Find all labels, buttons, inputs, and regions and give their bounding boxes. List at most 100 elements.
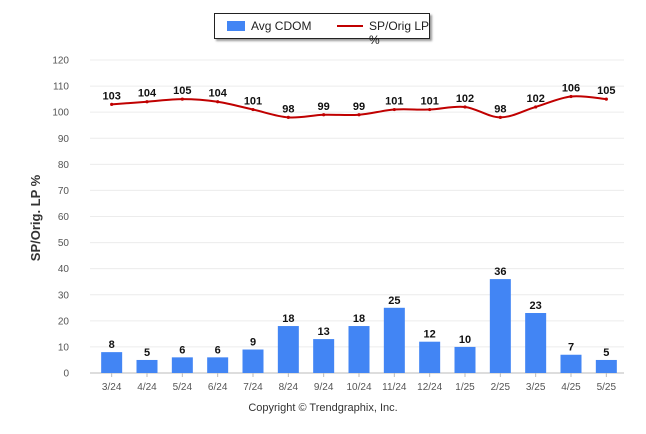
y-axis-title: SP/Orig. LP %: [28, 174, 43, 261]
bar-3/24: [101, 352, 123, 373]
x-tick-label: 5/25: [597, 382, 617, 393]
bar-data-labels: 8 5 6 6 9 18 13 18 25 12 10 36 23 7 5: [109, 266, 610, 359]
bar-value-label: 6: [215, 344, 221, 356]
line-point: [604, 97, 608, 101]
legend-item-sp-orig-lp: SP/Orig LP %: [369, 19, 429, 47]
line-point: [286, 115, 290, 119]
bar-10/24: [348, 326, 370, 373]
line-value-label: 101: [420, 96, 438, 108]
line-value-label: 99: [318, 101, 330, 113]
x-tick-label: 5/24: [173, 382, 193, 393]
bar-value-label: 8: [109, 339, 115, 351]
bar-series: [101, 279, 617, 373]
y-tick-label: 90: [58, 134, 70, 145]
line-value-label: 105: [173, 85, 191, 97]
line-value-label: 104: [208, 88, 227, 100]
x-tick-label: 4/25: [561, 382, 581, 393]
line-point: [534, 105, 538, 109]
line-value-label: 98: [282, 103, 294, 115]
x-tick-label: 10/24: [346, 382, 371, 393]
bar-value-label: 18: [353, 313, 365, 325]
x-tick-label: 1/25: [455, 382, 475, 393]
line-value-label: 101: [244, 96, 262, 108]
x-axis-ticks: 3/24 4/24 5/24 6/24 7/24 8/24 9/24 10/24 11/24 12…: [102, 373, 617, 393]
x-tick-label: 3/24: [102, 382, 122, 393]
line-point: [251, 107, 255, 112]
y-tick-label: 40: [58, 264, 70, 275]
y-tick-label: 70: [58, 186, 70, 197]
y-tick-label: 100: [52, 108, 69, 119]
y-tick-label: 0: [63, 369, 69, 380]
bar-1/25: [454, 346, 476, 373]
legend-line-swatch: [337, 25, 363, 27]
line-data-labels: 103 104 105 104 101 98 99 99 101 101 102 98 102 106 10…: [102, 83, 615, 116]
line-point: [357, 113, 361, 117]
legend-bar-swatch: [227, 21, 245, 31]
y-tick-label: 110: [53, 82, 69, 93]
bar-4/25: [560, 354, 582, 373]
bar-value-label: 5: [603, 347, 609, 359]
x-tick-label: 4/24: [137, 382, 157, 393]
x-tick-label: 12/24: [417, 382, 442, 393]
line-value-label: 102: [456, 93, 474, 105]
line-value-label: 99: [353, 101, 365, 113]
y-tick-label: 50: [58, 238, 70, 249]
y-tick-label: 80: [58, 160, 70, 171]
x-tick-label: 2/25: [491, 382, 511, 393]
grid-lines: [90, 59, 624, 374]
line-point: [322, 113, 326, 117]
bar-value-label: 5: [144, 347, 150, 359]
y-tick-label: 60: [58, 212, 70, 223]
line-point: [145, 100, 149, 104]
line-point: [498, 115, 502, 119]
line-value-label: 98: [494, 103, 506, 115]
x-tick-label: 3/25: [526, 382, 546, 393]
x-tick-label: 11/24: [382, 382, 407, 393]
line-series: [110, 94, 608, 119]
bar-3/25: [525, 313, 547, 373]
line-point: [180, 97, 184, 101]
bar-11/24: [383, 307, 405, 373]
bar-value-label: 9: [250, 337, 256, 349]
bar-value-label: 6: [179, 344, 185, 356]
y-tick-label: 30: [58, 290, 70, 301]
bar-9/24: [313, 339, 335, 373]
line-value-label: 106: [562, 83, 580, 95]
bar-5/24: [171, 357, 193, 373]
bar-value-label: 13: [318, 326, 330, 338]
line-value-label: 104: [138, 88, 157, 100]
line-point: [216, 100, 220, 104]
x-tick-label: 6/24: [208, 382, 228, 393]
bar-value-label: 18: [282, 313, 294, 325]
y-tick-label: 10: [58, 342, 70, 353]
bar-8/24: [277, 326, 299, 373]
bar-6/24: [207, 357, 229, 373]
bar-4/24: [136, 359, 158, 373]
x-tick-label: 8/24: [279, 382, 299, 393]
line-point: [463, 105, 467, 109]
bar-5/25: [595, 359, 617, 373]
bar-value-label: 23: [530, 300, 542, 312]
line-point: [110, 102, 114, 106]
y-axis-ticks: 0 10 20 30 40 50 60 70 80 90 100 110 120: [52, 56, 69, 380]
line-value-label: 102: [526, 93, 544, 105]
line-value-label: 103: [102, 90, 120, 102]
line-point: [392, 107, 396, 112]
y-tick-label: 20: [58, 316, 70, 327]
bar-value-label: 36: [494, 266, 506, 278]
bar-value-label: 10: [459, 334, 471, 346]
bar-12/24: [419, 341, 441, 373]
copyright-text: Copyright © Trendgraphix, Inc.: [248, 402, 398, 414]
legend: Avg CDOM SP/Orig LP %: [214, 13, 430, 47]
legend-item-avg-cdom: Avg CDOM: [251, 19, 312, 33]
bar-2/25: [489, 279, 511, 373]
y-tick-label: 120: [52, 56, 69, 67]
line-value-label: 105: [597, 85, 615, 97]
line-value-label: 101: [385, 96, 403, 108]
bar-7/24: [242, 349, 264, 373]
x-tick-label: 7/24: [243, 382, 263, 393]
bar-value-label: 12: [424, 329, 436, 341]
x-tick-label: 9/24: [314, 382, 334, 393]
bar-value-label: 25: [388, 295, 400, 307]
